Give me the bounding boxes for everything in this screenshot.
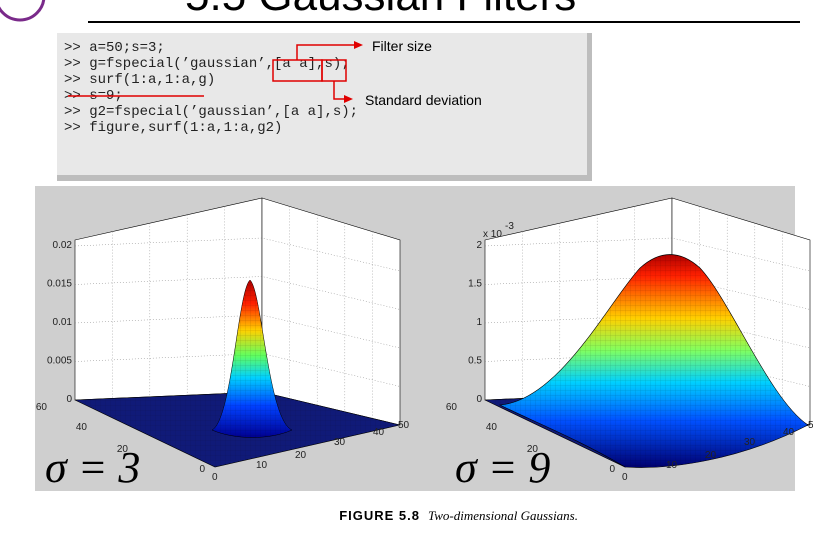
caption-text: Two-dimensional Gaussians. xyxy=(428,508,578,523)
z-tick-label: 0.02 xyxy=(53,240,73,251)
z-tick-label: 1 xyxy=(476,317,482,328)
arrowhead xyxy=(344,95,353,103)
z-tick-label: 0 xyxy=(476,394,482,405)
arrow xyxy=(296,44,355,60)
z-tick-label: 0.015 xyxy=(47,279,72,290)
y-tick-label: 0 xyxy=(609,464,615,475)
x-tick-label: 50 xyxy=(398,420,410,431)
z-tick-label: 1.5 xyxy=(468,279,482,290)
surface-plot: x 10-300.511.52604020001020304050σ = 9 xyxy=(446,197,813,492)
logo xyxy=(0,0,46,22)
arrowhead xyxy=(354,41,363,49)
scale-exponent: -3 xyxy=(505,221,514,232)
code-line: >> g=fspecial(’gaussian’,[a a],s); xyxy=(64,56,350,72)
x-tick-label: 20 xyxy=(295,450,307,461)
z-tick-label: 0.01 xyxy=(53,317,73,328)
x-tick-label: 40 xyxy=(373,427,385,438)
z-tick-label: 2 xyxy=(476,240,482,251)
annotation: Filter size xyxy=(372,38,432,54)
y-tick-label: 20 xyxy=(527,444,539,455)
sigma-label: σ = 3 xyxy=(45,443,140,492)
annotation: Standard deviation xyxy=(365,92,482,108)
y-tick-label: 40 xyxy=(486,422,498,433)
x-tick-label: 0 xyxy=(622,472,628,483)
y-tick-label: 20 xyxy=(117,444,129,455)
x-tick-label: 40 xyxy=(783,427,795,438)
y-tick-label: 60 xyxy=(36,402,48,413)
y-tick-label: 60 xyxy=(446,402,458,413)
sigma-label: σ = 9 xyxy=(455,443,550,492)
caption-label: FIGURE 5.8 xyxy=(339,508,420,523)
code-line: >> surf(1:a,1:a,g) xyxy=(64,72,215,88)
arrow xyxy=(333,81,345,100)
y-tick-label: 40 xyxy=(76,422,88,433)
y-tick-label: 0 xyxy=(199,464,205,475)
surface-peak-mesh xyxy=(212,280,292,438)
code-box xyxy=(57,33,587,175)
surface-bump-mesh xyxy=(500,254,808,468)
code-line: >> figure,surf(1:a,1:a,g2) xyxy=(64,120,282,136)
code-line: >> g2=fspecial(’gaussian’,[a a],s); xyxy=(64,104,358,120)
x-tick-label: 50 xyxy=(808,420,813,431)
code-block: >> a=50;s=3;>> g=fspecial(’gaussian’,[a … xyxy=(64,40,358,136)
x-tick-label: 0 xyxy=(212,472,218,483)
z-tick-label: 0.5 xyxy=(468,356,482,367)
x-tick-label: 30 xyxy=(334,437,346,448)
x-tick-label: 10 xyxy=(666,460,678,471)
scale-label: x 10 xyxy=(483,229,502,240)
z-tick-label: 0 xyxy=(66,394,72,405)
code-line: >> a=50;s=3; xyxy=(64,40,165,56)
x-tick-label: 10 xyxy=(256,460,268,471)
z-tick-label: 0.005 xyxy=(47,356,72,367)
x-tick-label: 30 xyxy=(744,437,756,448)
x-tick-label: 20 xyxy=(705,450,717,461)
